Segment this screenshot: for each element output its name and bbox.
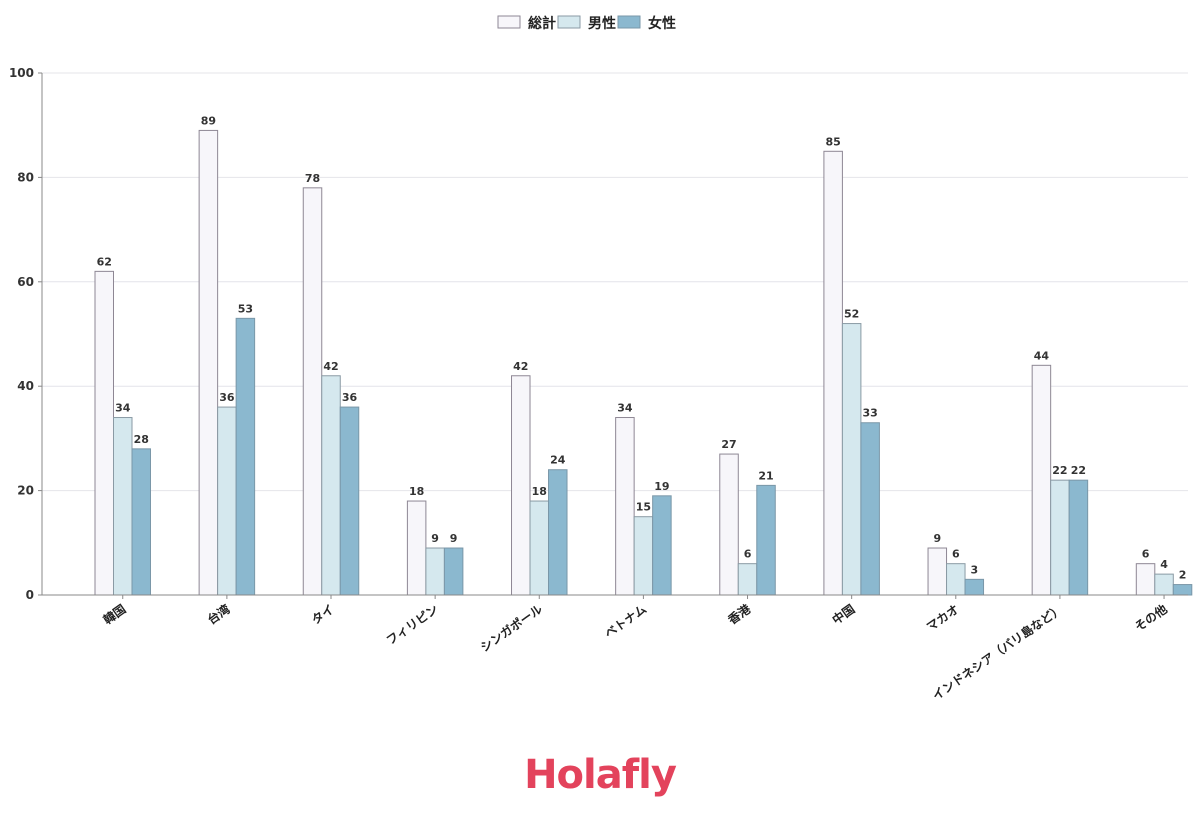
data-label: 42	[513, 360, 528, 373]
category-label: 韓国	[100, 601, 128, 627]
data-label: 18	[409, 485, 424, 498]
y-tick-label: 80	[17, 170, 34, 184]
data-label: 9	[450, 532, 458, 545]
data-label: 27	[721, 438, 736, 451]
bar-male	[946, 563, 966, 596]
category-label: マカオ	[924, 602, 962, 634]
bar-total	[615, 417, 635, 596]
data-label: 22	[1052, 464, 1067, 477]
bar-total	[198, 129, 219, 596]
bar-total	[1031, 364, 1052, 596]
data-label: 33	[863, 407, 878, 420]
data-label: 44	[1034, 349, 1050, 362]
legend-swatch	[617, 15, 641, 29]
bar-total	[719, 453, 739, 596]
data-label: 6	[1142, 548, 1150, 561]
x-axis: 韓国 台湾 タイ フィリピン シンガポール ベトナム 香港 中国 マカオインドネシア（バリ島など…	[42, 594, 1188, 703]
data-label: 62	[97, 255, 112, 268]
bar-female	[235, 317, 256, 596]
bar-female	[1172, 584, 1193, 596]
bar-male	[217, 406, 237, 596]
y-tick-label: 20	[17, 484, 34, 498]
data-label: 15	[636, 501, 651, 514]
data-label: 89	[201, 114, 216, 127]
bar-total	[1135, 563, 1156, 596]
bar-female	[652, 495, 672, 596]
legend-label: 男性	[588, 15, 616, 32]
bar-male	[321, 375, 341, 596]
bar-female	[1068, 479, 1089, 596]
bar-male	[841, 323, 862, 596]
bar-male	[425, 547, 445, 596]
bar-total	[302, 187, 323, 596]
data-label: 22	[1071, 464, 1086, 477]
legend-label: 総計	[528, 15, 556, 32]
data-label: 52	[844, 308, 859, 321]
bar-female	[756, 484, 776, 596]
data-label: 4	[1160, 558, 1168, 571]
category-label: ベトナム	[602, 602, 649, 641]
data-label: 53	[238, 302, 253, 315]
category-label: 香港	[724, 601, 754, 628]
bar-male	[633, 516, 654, 596]
legend-swatch	[497, 15, 521, 29]
bar-female	[443, 547, 464, 596]
y-axis: 0 20 40 60 80 100	[9, 66, 43, 602]
category-label: 中国	[829, 601, 857, 627]
data-label: 78	[305, 172, 320, 185]
legend-swatch	[557, 15, 581, 29]
bar-male	[113, 417, 133, 596]
data-label: 9	[933, 532, 941, 545]
data-label: 19	[654, 480, 669, 493]
data-label: 6	[952, 548, 960, 561]
data-label: 34	[115, 402, 131, 415]
category-label: その他	[1132, 601, 1170, 634]
bar-total	[94, 270, 114, 596]
data-label: 9	[431, 532, 439, 545]
bar-female	[339, 406, 360, 596]
data-label: 34	[617, 402, 633, 415]
category-label: タイ	[309, 602, 337, 627]
bar-total	[927, 547, 948, 596]
y-tick-label: 60	[17, 275, 34, 289]
data-label: 18	[532, 485, 547, 498]
bar-total	[823, 150, 843, 596]
holafly-logo: Holafly	[0, 752, 1200, 798]
data-label: 6	[744, 548, 752, 561]
bar-male	[529, 500, 550, 596]
y-tick-label: 40	[17, 379, 34, 393]
bar-female	[964, 578, 985, 596]
data-label: 2	[1179, 569, 1187, 582]
data-label: 24	[550, 454, 566, 467]
category-label: 台湾	[204, 601, 232, 627]
data-label: 85	[826, 135, 841, 148]
bar-female	[131, 448, 151, 596]
bar-female	[860, 422, 880, 596]
bar-male	[1050, 479, 1070, 596]
bar-total	[511, 375, 531, 596]
logo-text: Holafly	[524, 752, 677, 798]
data-label: 42	[323, 360, 338, 373]
data-label: 28	[134, 433, 149, 446]
bar-male	[1154, 573, 1174, 596]
data-label: 3	[970, 563, 978, 576]
bar-total	[406, 500, 427, 596]
legend: 総計 男性 女性	[497, 15, 676, 32]
data-label: 36	[219, 391, 235, 404]
data-label: 21	[758, 469, 773, 482]
bar-male	[737, 563, 758, 596]
y-tick-label: 100	[9, 66, 34, 80]
legend-label: 女性	[648, 15, 676, 32]
category-label: フィリピン	[384, 602, 441, 648]
bar-female	[548, 469, 568, 596]
data-label: 36	[342, 391, 358, 404]
gridlines	[42, 72, 1188, 492]
category-label: シンガポール	[477, 601, 545, 655]
y-tick-label: 0	[26, 588, 34, 602]
